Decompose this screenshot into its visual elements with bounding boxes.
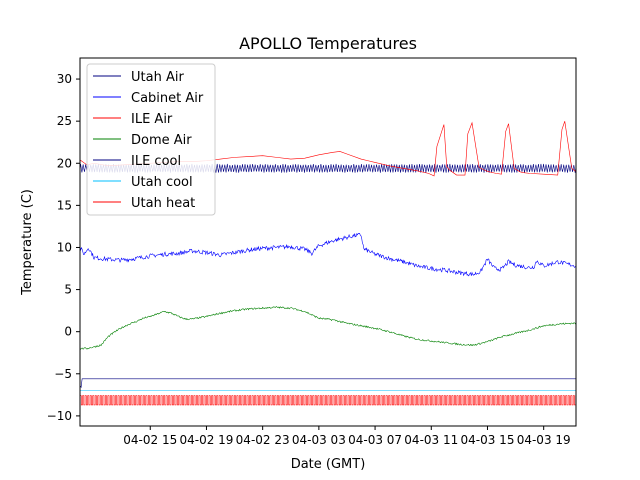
x-tick-label: 04-03 03 <box>292 433 346 447</box>
y-tick-label: 15 <box>57 198 72 212</box>
axis-layer: 04-02 15 04-02 19 04-02 23 04-03 03 04-03 07… <box>47 72 571 447</box>
legend-box <box>86 63 216 216</box>
x-tick-label: 04-03 19 <box>517 433 571 447</box>
legend-label: Cabinet Air <box>131 91 204 106</box>
legend-label: Utah Air <box>131 70 184 85</box>
y-tick-label: −10 <box>47 409 72 423</box>
x-tick-label: 04-02 15 <box>123 433 177 447</box>
x-tick-label: 04-03 07 <box>348 433 402 447</box>
y-tick-label: 10 <box>57 240 72 254</box>
legend-label: Dome Air <box>131 133 192 148</box>
legend-label: ILE cool <box>131 154 181 169</box>
y-tick-label: −5 <box>54 367 72 381</box>
y-tick-label: 0 <box>64 325 72 339</box>
x-tick-label: 04-03 11 <box>404 433 458 447</box>
y-tick-label: 25 <box>57 114 72 128</box>
legend: Utah Air Cabinet Air ILE Air Dome Air ILE co… <box>86 63 216 216</box>
x-tick-label: 04-02 19 <box>179 433 233 447</box>
series-line-ile-cool <box>80 378 576 389</box>
y-axis-label: Temperature (C) <box>20 189 35 296</box>
x-tick-label: 04-03 15 <box>461 433 515 447</box>
y-tick-label: 5 <box>64 283 72 297</box>
series-line-utah-heat <box>80 395 576 406</box>
legend-label: Utah heat <box>131 196 195 211</box>
legend-label: ILE Air <box>131 112 173 127</box>
chart-title: APOLLO Temperatures <box>239 34 417 53</box>
series-line-cabinet-air <box>80 232 576 277</box>
y-tick-label: 30 <box>57 72 72 86</box>
y-tick-label: 20 <box>57 156 72 170</box>
legend-label: Utah cool <box>131 175 193 190</box>
x-tick-label: 04-02 23 <box>236 433 290 447</box>
x-axis-label: Date (GMT) <box>291 457 366 472</box>
plot-frame <box>79 57 577 427</box>
series-line-dome-air <box>80 306 576 350</box>
